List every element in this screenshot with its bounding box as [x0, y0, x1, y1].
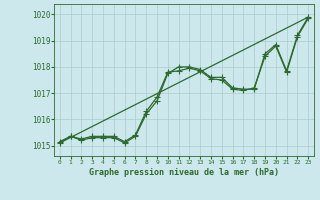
X-axis label: Graphe pression niveau de la mer (hPa): Graphe pression niveau de la mer (hPa) [89, 168, 279, 177]
